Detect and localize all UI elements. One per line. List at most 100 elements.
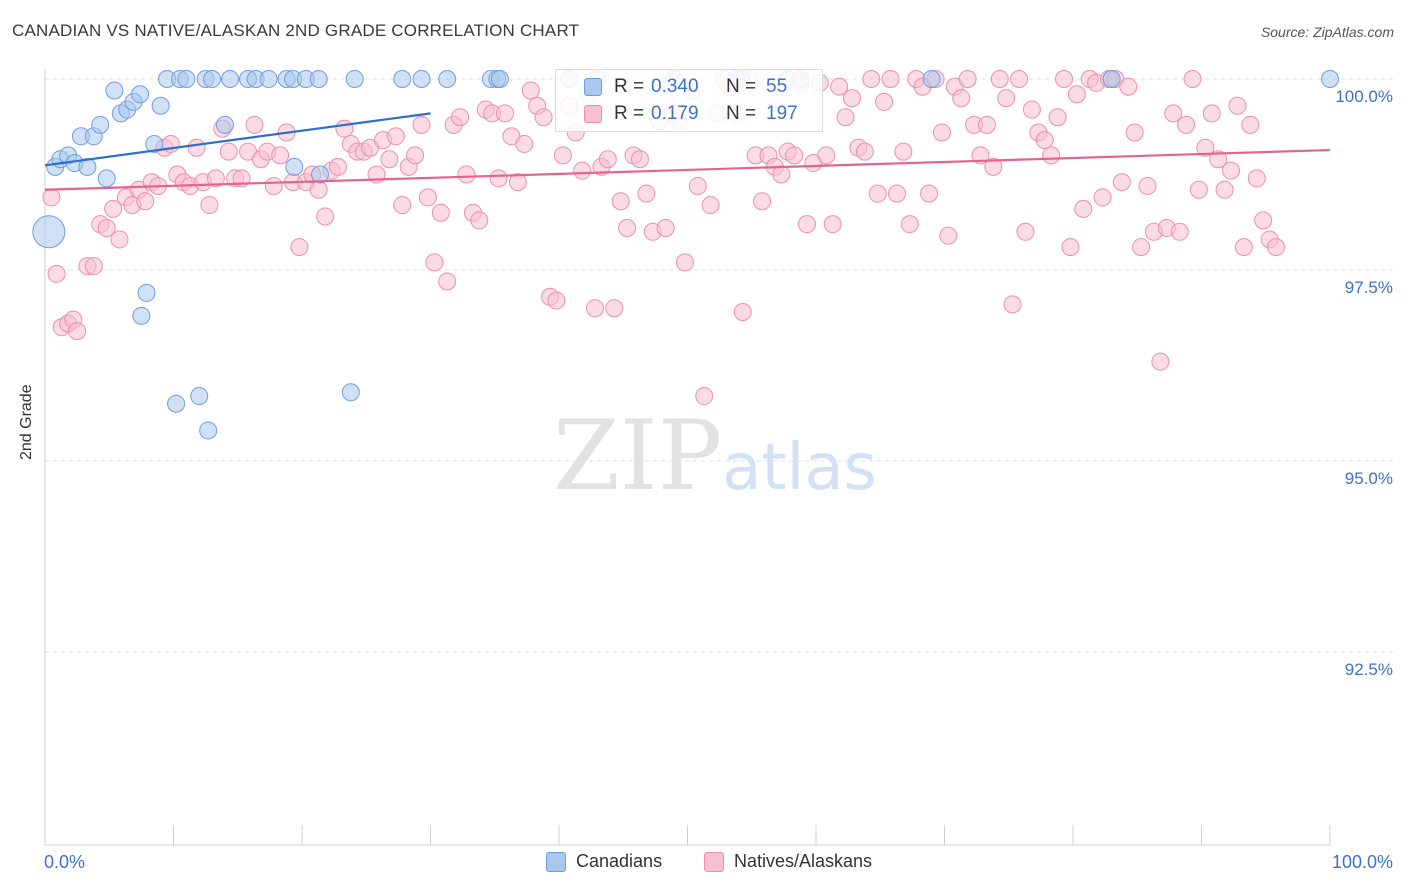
- canadian-point: [309, 70, 328, 88]
- native-point: [585, 299, 604, 318]
- native-point: [290, 238, 309, 257]
- native-point: [406, 146, 425, 165]
- native-point: [894, 142, 913, 161]
- native-point: [1138, 176, 1157, 195]
- native-point: [534, 108, 553, 127]
- native-point: [701, 196, 720, 215]
- native-point: [1061, 238, 1080, 257]
- native-point: [817, 146, 836, 165]
- native-point: [206, 169, 225, 188]
- native-point: [836, 108, 855, 127]
- native-point: [425, 253, 444, 272]
- canadian-point: [190, 387, 209, 406]
- canadian-point: [132, 306, 151, 325]
- canadian-point: [490, 70, 509, 88]
- chart-title: CANADIAN VS NATIVE/ALASKAN 2ND GRADE COR…: [12, 21, 580, 40]
- native-point: [1035, 131, 1054, 150]
- native-point: [1209, 150, 1228, 169]
- native-point: [271, 146, 290, 165]
- native-point: [553, 146, 572, 165]
- stats-swatch-natives: [584, 105, 602, 123]
- stats-row-canadians: R = 0.340 N = 55: [556, 74, 822, 100]
- native-point: [200, 196, 219, 215]
- native-point: [695, 387, 714, 406]
- canadian-point: [1102, 70, 1121, 88]
- native-point: [1003, 295, 1022, 314]
- canadian-point: [203, 70, 222, 88]
- watermark: ZIPatlas: [553, 400, 877, 512]
- stats-n-label: N =: [726, 76, 757, 97]
- native-point: [881, 70, 900, 88]
- x-tick-max: 100.0%: [1331, 852, 1393, 872]
- canadian-point: [221, 70, 240, 88]
- native-point: [393, 196, 412, 215]
- native-point: [136, 192, 155, 211]
- native-point: [1132, 238, 1151, 257]
- native-point: [1254, 211, 1273, 230]
- native-point: [380, 150, 399, 169]
- native-point: [457, 165, 476, 184]
- native-point: [1177, 115, 1196, 134]
- native-point: [1247, 169, 1266, 188]
- native-point: [431, 203, 450, 222]
- canadian-point: [259, 70, 278, 88]
- native-point: [862, 70, 881, 88]
- stats-row-natives: R = 0.179 N = 197: [556, 101, 822, 127]
- native-point: [753, 192, 772, 211]
- native-point: [1119, 77, 1138, 96]
- native-point: [97, 218, 116, 237]
- canadian-point: [91, 115, 110, 134]
- native-point: [630, 150, 649, 169]
- canadian-point: [151, 96, 170, 115]
- y-tick-97-5: 97.5%: [1344, 278, 1393, 297]
- native-point: [1189, 180, 1208, 199]
- native-point: [900, 215, 919, 234]
- canadian-point: [177, 70, 196, 88]
- native-point: [521, 81, 540, 100]
- native-point: [932, 123, 951, 142]
- native-point: [219, 142, 238, 161]
- native-point: [997, 89, 1016, 108]
- canadian-point: [97, 169, 116, 188]
- native-point: [1016, 222, 1035, 241]
- stats-n-value: 55: [766, 76, 788, 97]
- native-point: [264, 176, 283, 195]
- canadian-point: [78, 157, 97, 176]
- canadian-point: [199, 421, 218, 440]
- stats-r-label: R =: [614, 76, 645, 97]
- legend-label-natives: Natives/Alaskans: [734, 851, 873, 871]
- watermark-atlas: atlas: [722, 431, 877, 505]
- canadian-point: [215, 115, 234, 134]
- stats-r-value: 0.340: [651, 76, 699, 97]
- canadian-point: [345, 70, 364, 88]
- native-point: [868, 184, 887, 203]
- y-tick-95: 95.0%: [1344, 469, 1393, 488]
- native-point: [990, 70, 1009, 88]
- native-point: [1112, 173, 1131, 192]
- stats-r-label: R =: [614, 103, 645, 124]
- native-point: [489, 169, 508, 188]
- native-point: [47, 264, 66, 283]
- native-point: [335, 119, 354, 138]
- native-point: [1183, 70, 1202, 88]
- native-point: [110, 230, 129, 249]
- y-tick-100: 100.0%: [1335, 87, 1393, 106]
- native-point: [830, 77, 849, 96]
- legend-item-canadians: Canadians: [546, 851, 662, 872]
- native-point: [1267, 238, 1286, 257]
- native-point: [84, 257, 103, 276]
- native-point: [939, 226, 958, 245]
- native-point: [1196, 138, 1215, 157]
- native-point: [386, 127, 405, 146]
- native-point: [920, 184, 939, 203]
- native-point: [733, 303, 752, 322]
- natives-trend-line: [44, 148, 1331, 191]
- trend-lines: [44, 112, 1331, 191]
- native-point: [1042, 146, 1061, 165]
- native-point: [1228, 96, 1247, 115]
- native-point: [515, 134, 534, 153]
- native-point: [245, 115, 264, 134]
- native-point: [496, 104, 515, 123]
- native-point: [855, 142, 874, 161]
- native-point: [104, 199, 123, 218]
